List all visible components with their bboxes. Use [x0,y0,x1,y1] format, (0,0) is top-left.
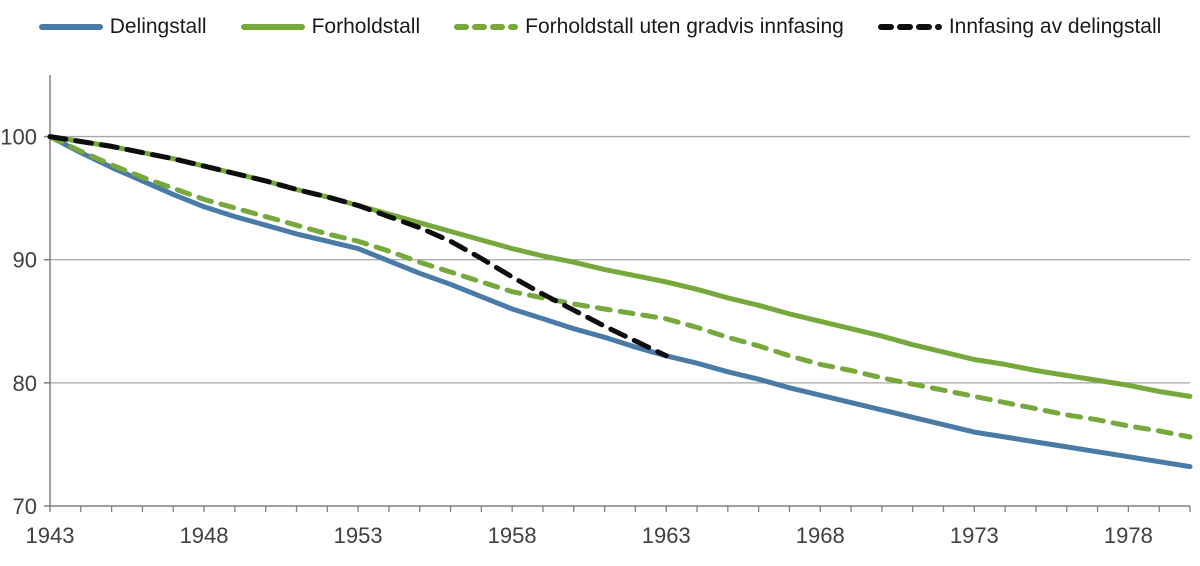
legend-label-innfasing-av-delingstall: Innfasing av delingstall [948,15,1162,38]
series-line-delingstall [47,134,1193,470]
series-line-forholdstall-uten-gradvis-innfasing [47,134,1193,440]
legend-line-swatch-solid-icon [38,24,103,30]
legend-line-swatch-solid-icon [240,24,305,30]
x-tick-label: 1973 [950,523,999,548]
legend-label-forholdstall-uten-innfasing: Forholdstall uten gradvis innfasing [525,15,844,38]
legend: Delingstall Forholdstall Forholdstall ut… [0,0,1200,48]
legend-item-forholdstall-uten-innfasing: Forholdstall uten gradvis innfasing [454,15,844,39]
x-tick-label: 1978 [1104,523,1153,548]
y-tick-label: 80 [13,371,37,396]
series-line-innfasing-av-delingstall [47,134,669,359]
legend-line-swatch-dashed-icon [877,24,942,30]
y-tick-label: 90 [13,248,37,273]
legend-item-forholdstall: Forholdstall [240,15,421,39]
legend-item-innfasing-av-delingstall: Innfasing av delingstall [877,15,1162,39]
x-tick-label: 1958 [488,523,537,548]
legend-label-forholdstall: Forholdstall [311,15,421,38]
legend-label-delingstall: Delingstall [109,15,207,38]
x-tick-label: 1943 [26,523,75,548]
y-tick-label: 100 [0,125,37,150]
plot-area: 70 80 90 100 1943 1948 1953 1958 1963 1968 1973 197… [0,48,1200,566]
x-tick-label: 1963 [642,523,691,548]
y-tick-label: 70 [13,494,37,519]
line-chart-svg: 70 80 90 100 1943 1948 1953 1958 1963 1968 1973 197… [0,75,1193,548]
legend-item-delingstall: Delingstall [38,15,207,39]
series-line-forholdstall [47,134,1193,399]
x-tick-label: 1968 [796,523,845,548]
x-tick-label: 1948 [180,523,229,548]
legend-line-swatch-dashed-icon [454,24,519,30]
x-tick-label: 1953 [334,523,383,548]
